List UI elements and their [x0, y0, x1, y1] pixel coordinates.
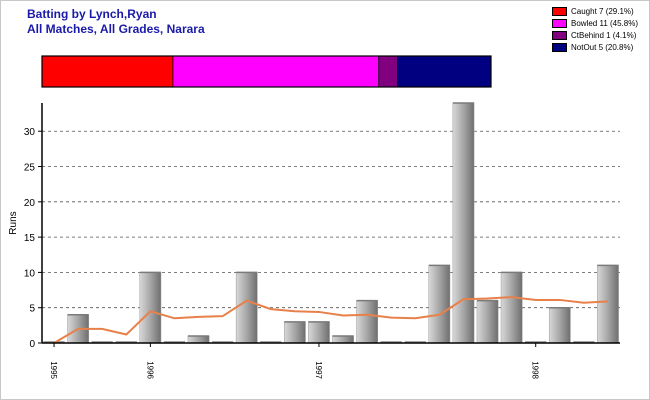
x-tick-label: 1997 — [314, 361, 323, 379]
bar — [428, 265, 451, 344]
gridlines — [42, 130, 620, 309]
segment-bowled — [172, 55, 380, 88]
chart-subtitle: All Matches, All Grades, Narara — [27, 22, 205, 36]
bar — [597, 265, 619, 344]
legend-item-ctbehind: CtBehind 1 (4.1%) — [552, 30, 638, 41]
legend: Caught 7 (29.1%) Bowled 11 (45.8%) CtBeh… — [552, 6, 638, 54]
bar — [139, 272, 162, 344]
average-line-path — [53, 296, 609, 344]
bar — [187, 335, 210, 344]
legend-label: Caught 7 (29.1%) — [571, 7, 634, 16]
bar — [548, 307, 571, 344]
legend-label: NotOut 5 (20.8%) — [571, 43, 634, 52]
legend-swatch — [552, 7, 567, 16]
bar — [332, 335, 354, 344]
legend-swatch — [552, 19, 567, 28]
bar — [284, 321, 306, 344]
segment-notout — [397, 55, 492, 88]
chart-title: Batting by Lynch,Ryan — [27, 7, 157, 21]
legend-item-bowled: Bowled 11 (45.8%) — [552, 18, 638, 29]
legend-label: Bowled 11 (45.8%) — [571, 19, 638, 28]
y-tick-label: 30 — [24, 127, 36, 138]
legend-swatch — [552, 43, 567, 52]
bar — [356, 300, 378, 344]
y-axis-label: Runs — [8, 211, 19, 234]
bar — [500, 272, 523, 344]
axes: 0 5 10 15 20 25 30 Runs 1995 1996 1997 1998 — [8, 103, 620, 380]
dismissal-stacked-bar — [41, 55, 492, 88]
y-tick-label: 5 — [29, 304, 35, 315]
x-tick-label: 1998 — [531, 361, 540, 379]
y-tick-label: 25 — [24, 163, 36, 174]
bars — [43, 102, 619, 344]
bar — [476, 300, 499, 344]
y-tick-label: 10 — [24, 268, 36, 279]
segment-ctbehind — [378, 55, 398, 88]
y-tick-label: 20 — [24, 198, 36, 209]
y-tick-label: 15 — [24, 233, 36, 244]
stacked-bar-border — [41, 55, 492, 88]
x-tick-label: 1995 — [49, 361, 58, 379]
bar — [308, 321, 330, 344]
legend-swatch — [552, 31, 567, 40]
segment-caught — [41, 55, 174, 88]
bar — [452, 102, 475, 344]
x-tick-label: 1996 — [145, 361, 154, 379]
bar — [235, 272, 258, 344]
legend-item-notout: NotOut 5 (20.8%) — [552, 42, 638, 53]
average-line — [53, 296, 609, 344]
y-tick-label: 0 — [29, 339, 35, 350]
legend-label: CtBehind 1 (4.1%) — [571, 31, 637, 40]
legend-item-caught: Caught 7 (29.1%) — [552, 6, 638, 17]
